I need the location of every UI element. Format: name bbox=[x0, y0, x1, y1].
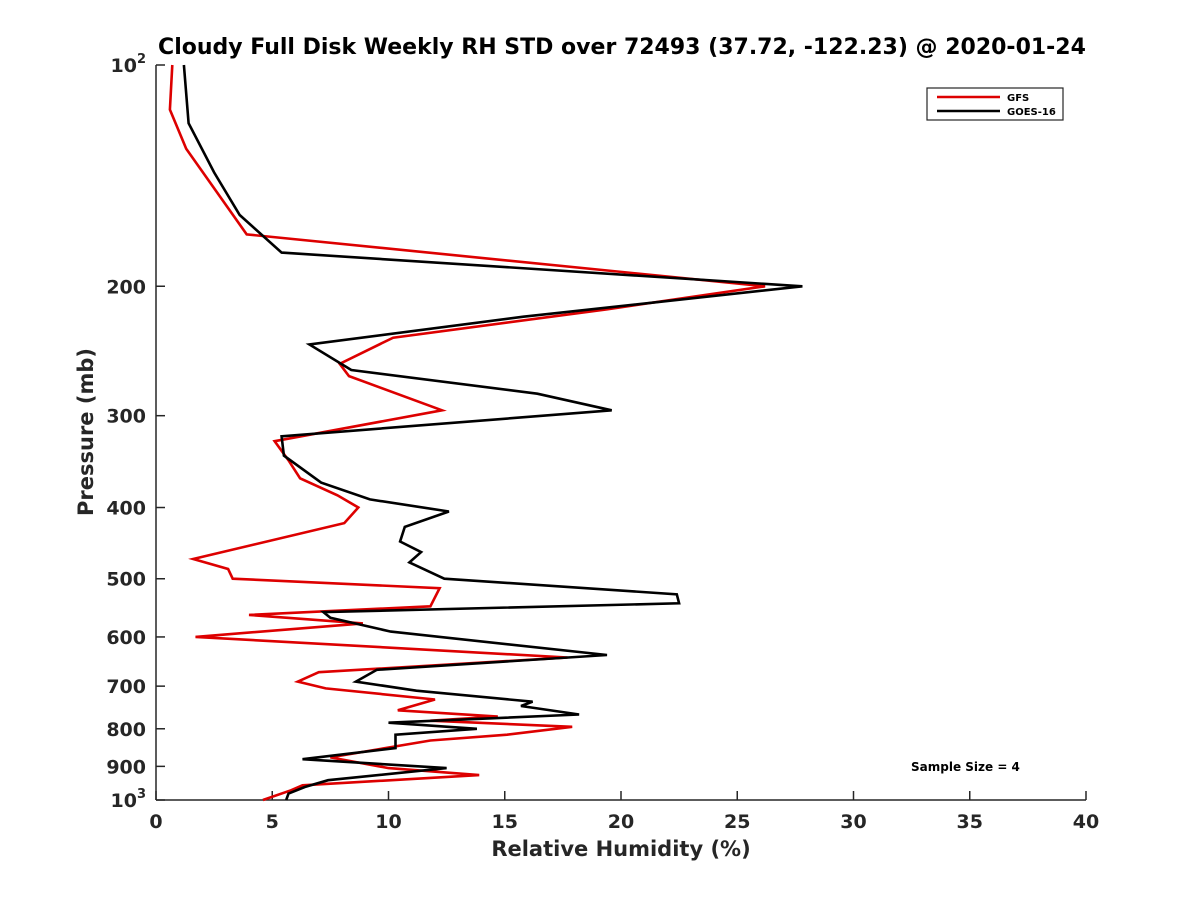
x-tick-label: 25 bbox=[724, 811, 750, 833]
y-tick-label: 800 bbox=[106, 719, 146, 741]
y-axis-title: Pressure (mb) bbox=[74, 348, 98, 516]
x-tick-label: 0 bbox=[149, 811, 162, 833]
legend-label-gfs: GFS bbox=[1007, 93, 1029, 104]
y-tick-label: 200 bbox=[106, 276, 146, 298]
legend-label-goes16: GOES-16 bbox=[1007, 107, 1056, 118]
chart-title: Cloudy Full Disk Weekly RH STD over 7249… bbox=[158, 35, 1086, 60]
x-tick-label: 5 bbox=[266, 811, 279, 833]
y-tick-label: 600 bbox=[106, 627, 146, 649]
x-tick-label: 10 bbox=[375, 811, 401, 833]
series-line-goes16 bbox=[182, 64, 803, 801]
legend: GFS GOES-16 bbox=[926, 87, 1064, 121]
y-tick-label: 400 bbox=[106, 498, 146, 520]
legend-box bbox=[926, 87, 1064, 121]
y-tick-label: 700 bbox=[106, 676, 146, 698]
y-tick-label-base: 10 bbox=[111, 790, 137, 812]
series-layer bbox=[168, 64, 803, 802]
y-tick-label: 300 bbox=[106, 406, 146, 428]
y-tick-label-exponent: 2 bbox=[137, 52, 146, 67]
y-tick-label-exponent: 3 bbox=[137, 787, 146, 802]
x-tick-label: 30 bbox=[840, 811, 866, 833]
x-tick-label: 15 bbox=[492, 811, 518, 833]
x-tick-label: 35 bbox=[957, 811, 983, 833]
x-tick-label: 40 bbox=[1073, 811, 1099, 833]
series-line-gfs bbox=[168, 64, 766, 802]
y-tick-label-base: 10 bbox=[111, 55, 137, 77]
y-tick-label: 102 bbox=[111, 52, 147, 77]
x-tick-label: 20 bbox=[608, 811, 634, 833]
y-tick-label: 103 bbox=[111, 787, 147, 812]
x-axis-title: Relative Humidity (%) bbox=[491, 837, 750, 861]
y-tick-label: 900 bbox=[106, 756, 146, 778]
x-axis-ticks: 0 5 10 15 20 25 30 35 40 bbox=[149, 791, 1099, 833]
y-tick-label: 500 bbox=[106, 569, 146, 591]
sample-size-annotation: Sample Size = 4 bbox=[911, 760, 1020, 774]
